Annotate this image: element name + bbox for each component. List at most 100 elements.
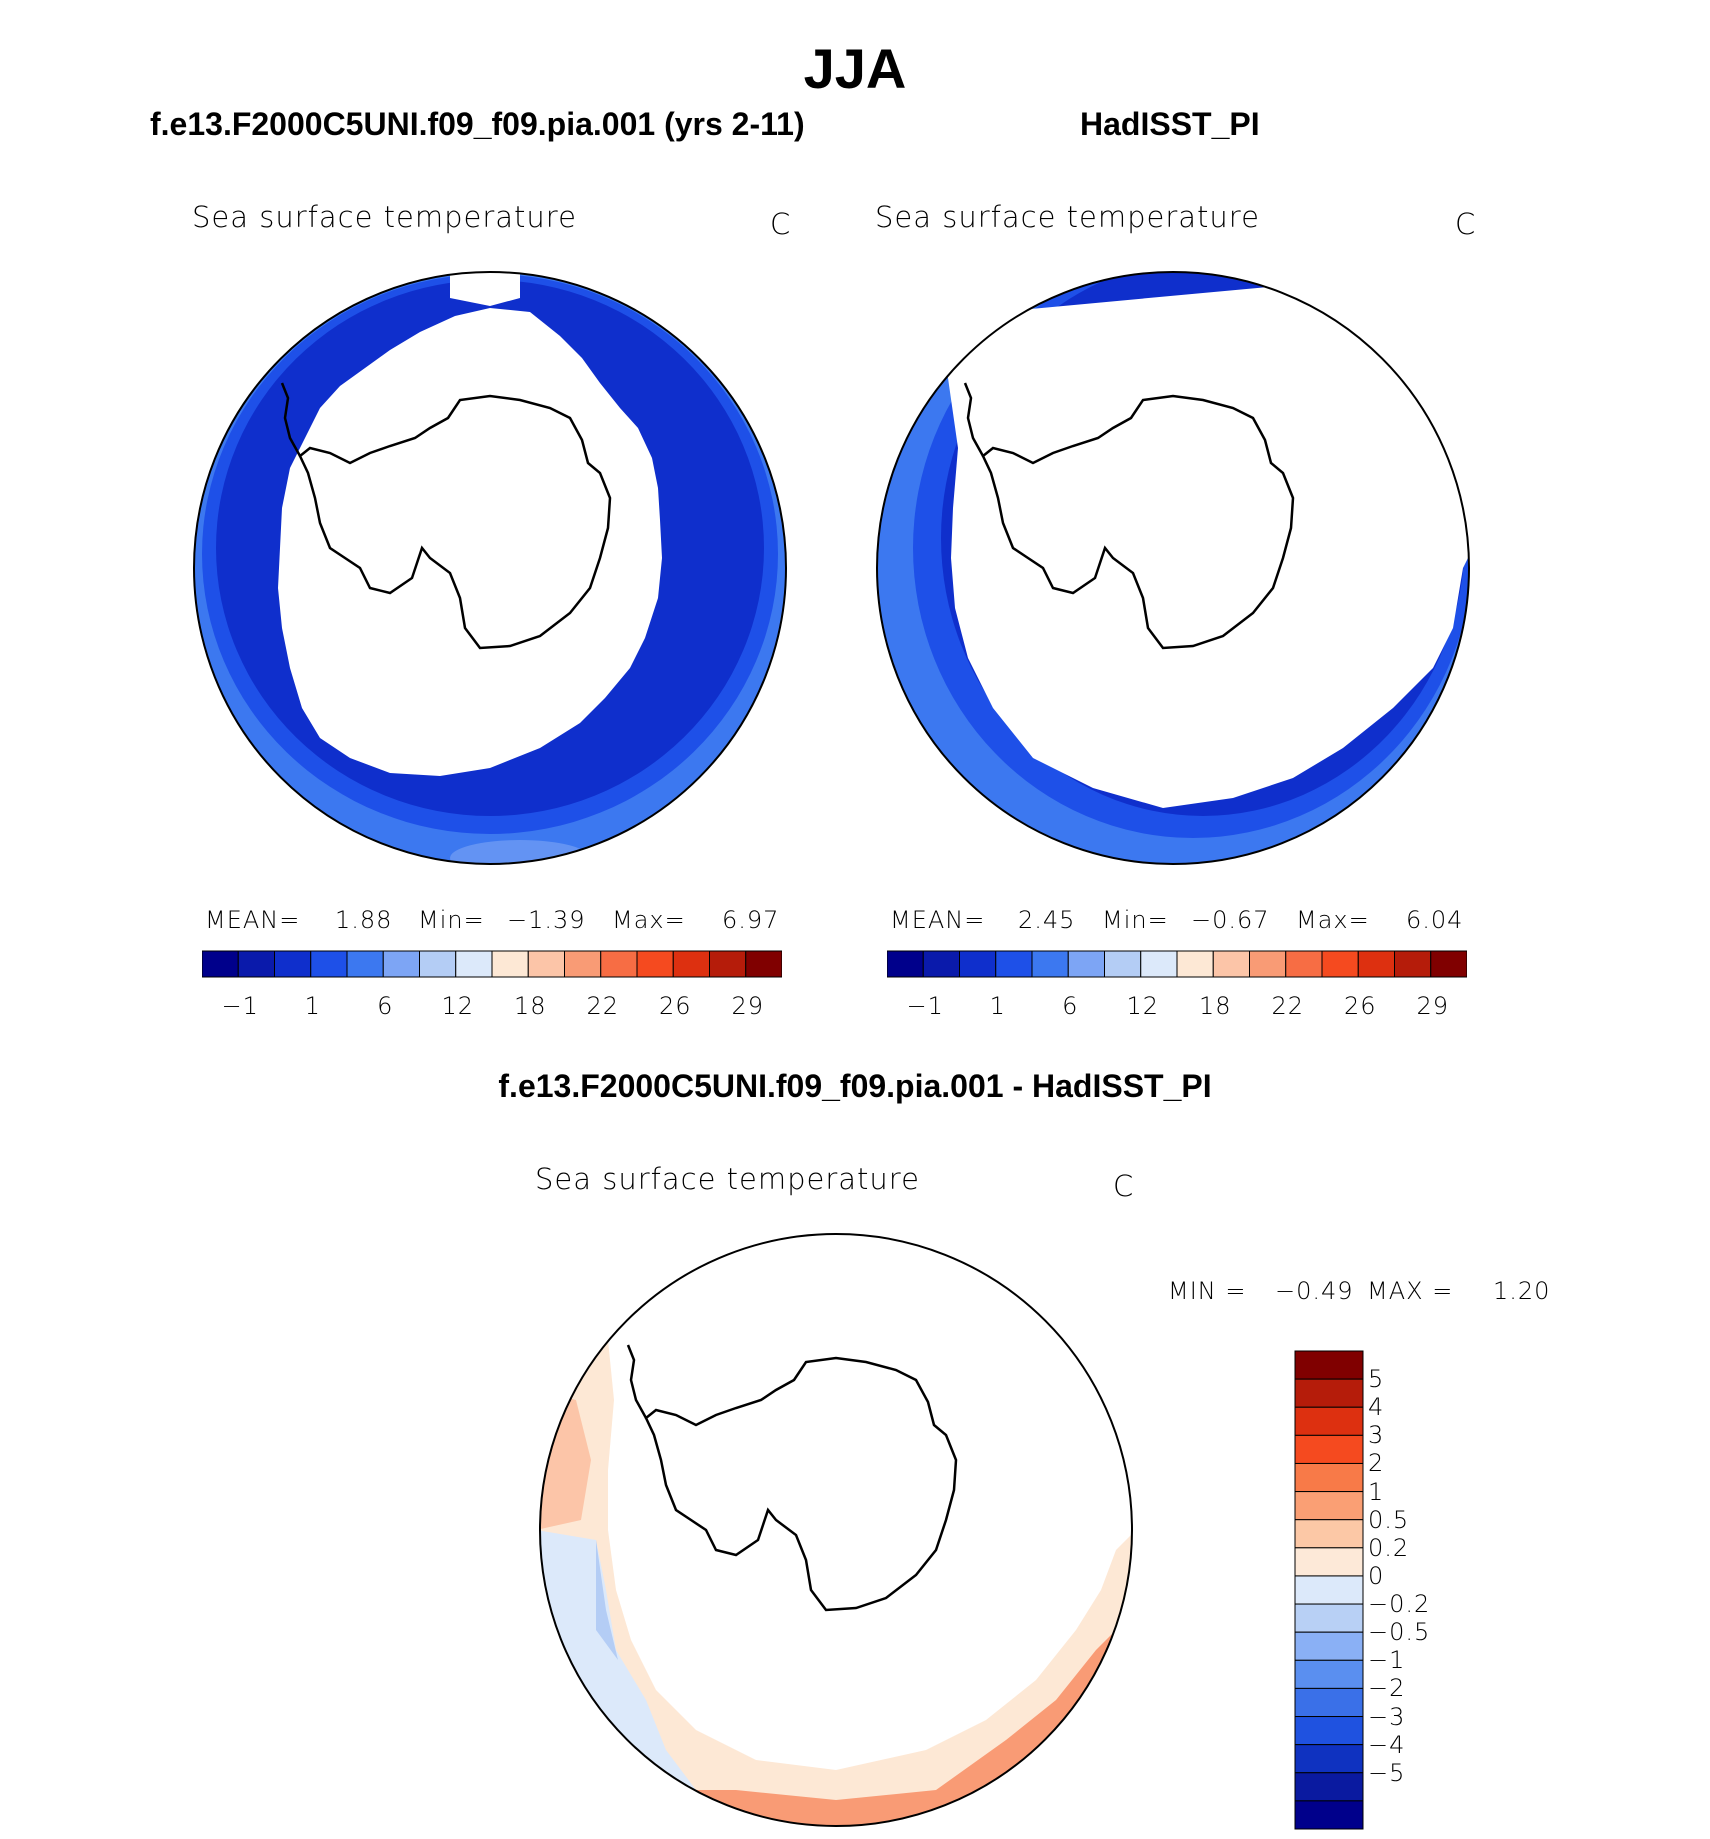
diff-colorbar-box <box>1294 1350 1364 1380</box>
diff-colorbar-tick-label: −3 <box>1368 1702 1406 1731</box>
diff-colorbar-tick-label: −5 <box>1368 1758 1406 1787</box>
diff-colorbar-box <box>1294 1462 1364 1493</box>
diff-colorbar-tick-label: 5 <box>1368 1365 1385 1394</box>
right-colorbar-box <box>1031 950 1069 978</box>
right-colorbar-tick-label: −1 <box>906 992 944 1020</box>
left-colorbar-box <box>709 950 747 978</box>
diff-unit-label: C <box>1113 1169 1135 1203</box>
left-max-label: Max= <box>612 906 686 934</box>
diff-colorbar-box <box>1294 1575 1364 1605</box>
right-colorbar-tick-label: 22 <box>1271 992 1305 1020</box>
diff-colorbar-box <box>1294 1406 1364 1436</box>
right-colorbar-tick-label: 1 <box>989 992 1006 1020</box>
diff-min-value: −0.49 <box>1275 1277 1354 1305</box>
diff-colorbar <box>1294 1350 1364 1830</box>
left-mean-value: 1.88 <box>335 906 393 934</box>
diff-colorbar-box <box>1294 1491 1364 1521</box>
left-colorbar-tick-label: 12 <box>441 992 475 1020</box>
right-sst-field <box>877 272 1469 864</box>
right-colorbar <box>887 950 1467 978</box>
diff-colorbar-box <box>1294 1744 1364 1774</box>
diff-colorbar-tick-label: 0.5 <box>1368 1505 1410 1534</box>
left-colorbar <box>202 950 782 978</box>
right-max-value: 6.04 <box>1406 906 1464 934</box>
left-colorbar-box <box>672 950 710 978</box>
left-panel-title: f.e13.F2000C5UNI.f09_f09.pia.001 (yrs 2-… <box>150 106 805 142</box>
diff-colorbar-box <box>1294 1603 1364 1633</box>
left-colorbar-ticks: −1 1 6 12 18 22 26 29 <box>202 992 782 1022</box>
diff-colorbar-box <box>1294 1519 1364 1549</box>
diff-colorbar-tick-label: −2 <box>1368 1674 1406 1703</box>
diff-panel-title: f.e13.F2000C5UNI.f09_f09.pia.001 - HadIS… <box>498 1068 1212 1104</box>
right-colorbar-ticks: −1 1 6 12 18 22 26 29 <box>887 992 1467 1022</box>
right-colorbar-box <box>1176 950 1214 978</box>
diff-sst-map <box>539 1233 1133 1827</box>
left-unit-label: C <box>770 207 792 241</box>
diff-max-label: MAX = <box>1367 1277 1454 1305</box>
right-colorbar-box <box>959 950 997 978</box>
left-min-label: Min= <box>418 906 485 934</box>
diff-colorbar-tick-label: −4 <box>1368 1730 1406 1759</box>
diff-colorbar-box <box>1294 1659 1364 1689</box>
diff-colorbar-tick-label: 1 <box>1368 1477 1385 1506</box>
diff-colorbar-box <box>1294 1547 1364 1577</box>
right-colorbar-box <box>1249 950 1287 978</box>
diff-colorbar-tick-label: 0 <box>1368 1561 1385 1590</box>
left-colorbar-box <box>527 950 565 978</box>
diff-colorbar-tick-label: −1 <box>1368 1646 1406 1675</box>
diff-colorbar-box <box>1294 1378 1364 1408</box>
right-colorbar-box <box>1212 950 1250 978</box>
right-colorbar-box <box>1357 950 1395 978</box>
left-colorbar-tick-label: −1 <box>221 992 259 1020</box>
diff-colorbar-tick-label: −0.5 <box>1368 1618 1431 1647</box>
right-colorbar-tick-label: 12 <box>1126 992 1160 1020</box>
left-colorbar-box <box>382 950 420 978</box>
right-colorbar-tick-label: 6 <box>1062 992 1079 1020</box>
left-colorbar-box <box>237 950 275 978</box>
left-colorbar-box <box>346 950 384 978</box>
left-colorbar-box <box>564 950 602 978</box>
left-colorbar-box <box>310 950 348 978</box>
left-colorbar-tick-label: 6 <box>377 992 394 1020</box>
diff-colorbar-box <box>1294 1631 1364 1661</box>
left-colorbar-box <box>636 950 674 978</box>
diff-colorbar-tick-label: 0.2 <box>1368 1533 1410 1562</box>
diff-colorbar-box <box>1294 1800 1364 1830</box>
right-max-label: Max= <box>1296 906 1370 934</box>
right-mean-value: 2.45 <box>1018 906 1076 934</box>
diff-colorbar-ticks: 5 4 3 2 1 0.5 0.2 0 −0.2 −0.5 −1 −2 −3 −4 −5 <box>1368 1350 1468 1830</box>
right-colorbar-box <box>1140 950 1178 978</box>
right-colorbar-box <box>1321 950 1359 978</box>
right-colorbar-box <box>1067 950 1105 978</box>
left-sst-field <box>194 272 786 864</box>
right-colorbar-box <box>1285 950 1323 978</box>
diff-colorbar-box <box>1294 1687 1364 1718</box>
diff-colorbar-tick-label: −0.2 <box>1368 1590 1431 1619</box>
diff-colorbar-tick-label: 2 <box>1368 1449 1385 1478</box>
left-colorbar-box <box>600 950 638 978</box>
diff-max-value: 1.20 <box>1493 1277 1551 1305</box>
left-colorbar-box <box>274 950 312 978</box>
right-colorbar-box <box>1394 950 1432 978</box>
left-colorbar-box <box>202 950 239 978</box>
right-min-label: Min= <box>1102 906 1169 934</box>
left-colorbar-box <box>455 950 493 978</box>
diff-colorbar-tick-label: 4 <box>1368 1393 1385 1422</box>
left-colorbar-tick-label: 18 <box>513 992 547 1020</box>
diff-colorbar-box <box>1294 1716 1364 1746</box>
left-mean-label: MEAN= <box>205 906 301 934</box>
right-colorbar-box <box>922 950 960 978</box>
right-variable-label: Sea surface temperature <box>875 200 1260 234</box>
left-colorbar-tick-label: 1 <box>304 992 321 1020</box>
right-mean-label: MEAN= <box>890 906 986 934</box>
left-colorbar-tick-label: 26 <box>658 992 692 1020</box>
left-variable-label: Sea surface temperature <box>192 200 577 234</box>
right-colorbar-box <box>995 950 1033 978</box>
left-colorbar-tick-label: 22 <box>586 992 620 1020</box>
right-unit-label: C <box>1455 207 1477 241</box>
left-colorbar-box <box>419 950 457 978</box>
right-colorbar-box <box>887 950 924 978</box>
diff-colorbar-box <box>1294 1772 1364 1802</box>
left-colorbar-box <box>745 950 782 978</box>
right-panel-title: HadISST_PI <box>1080 106 1260 142</box>
